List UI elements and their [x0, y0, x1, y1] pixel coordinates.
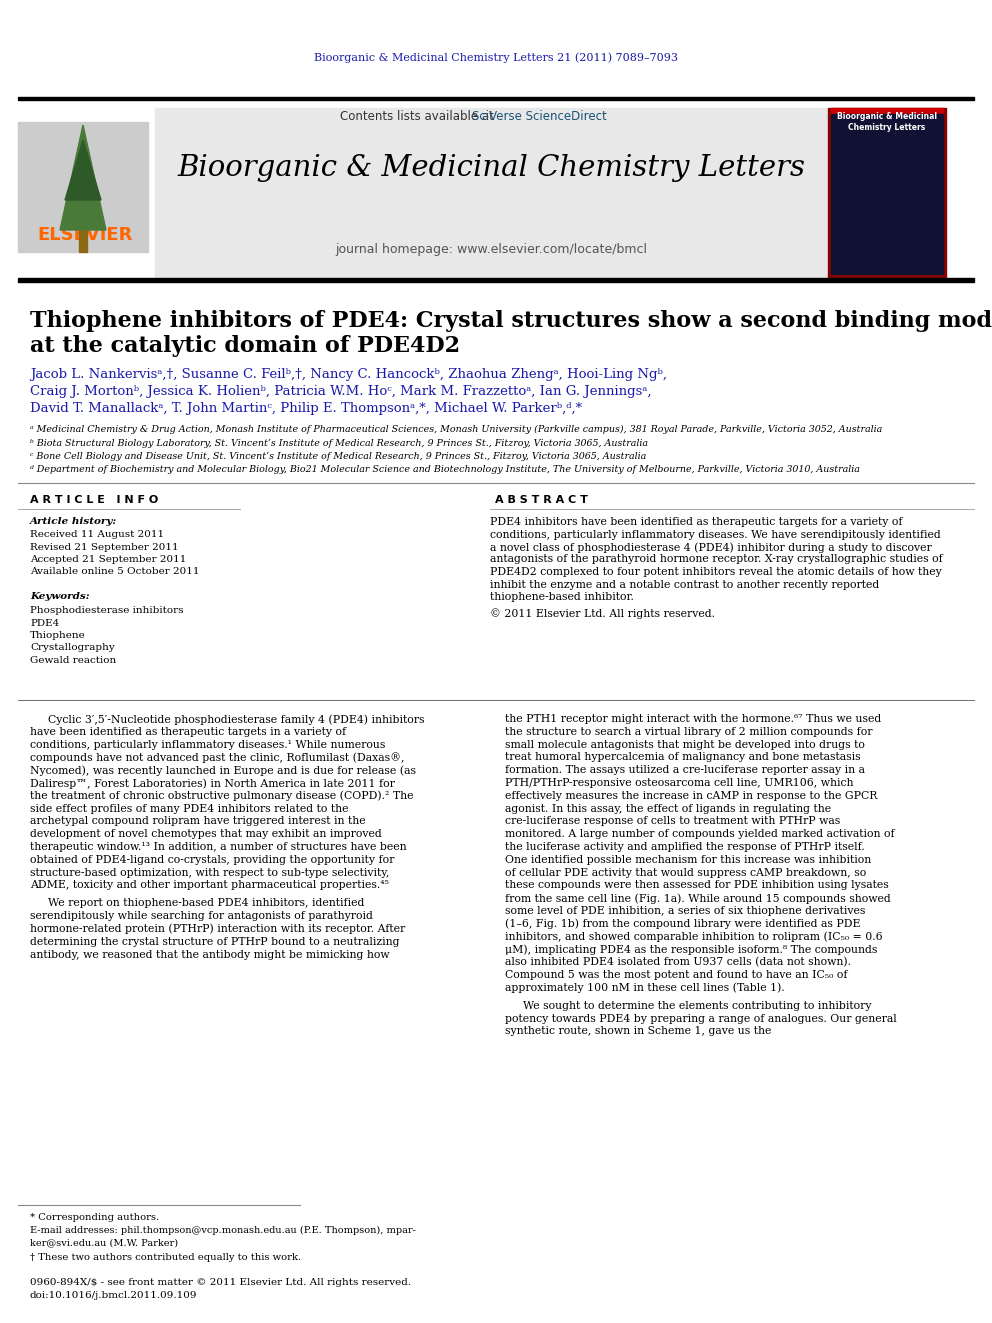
Text: journal homepage: www.elsevier.com/locate/bmcl: journal homepage: www.elsevier.com/locat… [335, 243, 647, 257]
Text: Jacob L. Nankervisᵃ,†, Susanne C. Feilᵇ,†, Nancy C. Hancockᵇ, Zhaohua Zhengᵃ, Ho: Jacob L. Nankervisᵃ,†, Susanne C. Feilᵇ,… [30, 368, 667, 381]
Text: of cellular PDE activity that would suppress cAMP breakdown, so: of cellular PDE activity that would supp… [505, 868, 866, 877]
Text: synthetic route, shown in Scheme 1, gave us the: synthetic route, shown in Scheme 1, gave… [505, 1027, 772, 1036]
Text: determining the crystal structure of PTHrP bound to a neutralizing: determining the crystal structure of PTH… [30, 937, 400, 947]
Bar [155, 108, 828, 278]
Text: structure-based optimization, with respect to sub-type selectivity,: structure-based optimization, with respe… [30, 868, 390, 877]
Text: (1–6, Fig. 1b) from the compound library were identified as PDE: (1–6, Fig. 1b) from the compound library… [505, 918, 860, 929]
Text: A R T I C L E   I N F O: A R T I C L E I N F O [30, 495, 159, 505]
Text: * Corresponding authors.: * Corresponding authors. [30, 1213, 159, 1222]
Text: David T. Manallackᵃ, T. John Martinᶜ, Philip E. Thompsonᵃ,*, Michael W. Parkerᵇ,: David T. Manallackᵃ, T. John Martinᶜ, Ph… [30, 402, 582, 415]
Text: Bioorganic & Medicinal Chemistry Letters 21 (2011) 7089–7093: Bioorganic & Medicinal Chemistry Letters… [314, 53, 678, 64]
Text: effectively measures the increase in cAMP in response to the GPCR: effectively measures the increase in cAM… [505, 791, 877, 800]
Text: Compound 5 was the most potent and found to have an IC₅₀ of: Compound 5 was the most potent and found… [505, 970, 847, 980]
Text: at the catalytic domain of PDE4D2: at the catalytic domain of PDE4D2 [30, 335, 460, 357]
Text: Cyclic 3′,5′-Nucleotide phosphodiesterase family 4 (PDE4) inhibitors: Cyclic 3′,5′-Nucleotide phosphodiesteras… [48, 714, 425, 725]
Text: the structure to search a virtual library of 2 million compounds for: the structure to search a virtual librar… [505, 726, 873, 737]
Text: some level of PDE inhibition, a series of six thiophene derivatives: some level of PDE inhibition, a series o… [505, 906, 865, 916]
Text: conditions, particularly inflammatory diseases. We have serendipitously identifi: conditions, particularly inflammatory di… [490, 529, 940, 540]
Text: Craig J. Mortonᵇ, Jessica K. Holienᵇ, Patricia W.M. Hoᶜ, Mark M. Frazzettoᵃ, Ian: Craig J. Mortonᵇ, Jessica K. Holienᵇ, Pa… [30, 385, 652, 398]
Text: ᵇ Biota Structural Biology Laboratory, St. Vincent’s Institute of Medical Resear: ᵇ Biota Structural Biology Laboratory, S… [30, 438, 648, 447]
Text: ᵃ Medicinal Chemistry & Drug Action, Monash Institute of Pharmaceutical Sciences: ᵃ Medicinal Chemistry & Drug Action, Mon… [30, 425, 882, 434]
Text: have been identified as therapeutic targets in a variety of: have been identified as therapeutic targ… [30, 726, 346, 737]
Text: formation. The assays utilized a cre-luciferase reporter assay in a: formation. The assays utilized a cre-luc… [505, 765, 865, 775]
Text: μM), implicating PDE4 as the responsible isoform.⁸ The compounds: μM), implicating PDE4 as the responsible… [505, 945, 877, 955]
Text: Keywords:: Keywords: [30, 591, 89, 601]
Text: PTH/PTHrP-responsive osteosarcoma cell line, UMR106, which: PTH/PTHrP-responsive osteosarcoma cell l… [505, 778, 853, 789]
Text: A B S T R A C T: A B S T R A C T [495, 495, 588, 505]
Bar [828, 108, 946, 278]
Text: Accepted 21 September 2011: Accepted 21 September 2011 [30, 556, 186, 564]
Text: potency towards PDE4 by preparing a range of analogues. Our general: potency towards PDE4 by preparing a rang… [505, 1013, 897, 1024]
Text: monitored. A large number of compounds yielded marked activation of: monitored. A large number of compounds y… [505, 830, 895, 839]
Text: conditions, particularly inflammatory diseases.¹ While numerous: conditions, particularly inflammatory di… [30, 740, 385, 750]
Text: Thiophene: Thiophene [30, 631, 85, 640]
Text: PDE4 inhibitors have been identified as therapeutic targets for a variety of: PDE4 inhibitors have been identified as … [490, 517, 903, 527]
Text: PDE4: PDE4 [30, 618, 60, 627]
Bar [831, 114, 943, 274]
Text: inhibitors, and showed comparable inhibition to rolipram (IC₅₀ = 0.6: inhibitors, and showed comparable inhibi… [505, 931, 883, 942]
Text: Daliresp™, Forest Laboratories) in North America in late 2011 for: Daliresp™, Forest Laboratories) in North… [30, 778, 395, 789]
Text: obtained of PDE4-ligand co-crystals, providing the opportunity for: obtained of PDE4-ligand co-crystals, pro… [30, 855, 395, 865]
Text: ker@svi.edu.au (M.W. Parker): ker@svi.edu.au (M.W. Parker) [30, 1238, 179, 1248]
Text: hormone-related protein (PTHrP) interaction with its receptor. After: hormone-related protein (PTHrP) interact… [30, 923, 406, 934]
Text: 0960-894X/$ - see front matter © 2011 Elsevier Ltd. All rights reserved.: 0960-894X/$ - see front matter © 2011 El… [30, 1278, 411, 1287]
Text: side effect profiles of many PDE4 inhibitors related to the: side effect profiles of many PDE4 inhibi… [30, 803, 348, 814]
Text: © 2011 Elsevier Ltd. All rights reserved.: © 2011 Elsevier Ltd. All rights reserved… [490, 609, 715, 619]
Text: archetypal compound rolipram have triggered interest in the: archetypal compound rolipram have trigge… [30, 816, 366, 827]
Text: from the same cell line (Fig. 1a). While around 15 compounds showed: from the same cell line (Fig. 1a). While… [505, 893, 891, 904]
Text: Gewald reaction: Gewald reaction [30, 656, 116, 665]
Text: the PTH1 receptor might interact with the hormone.⁶⁷ Thus we used: the PTH1 receptor might interact with th… [505, 714, 881, 724]
Text: these compounds were then assessed for PDE inhibition using lysates: these compounds were then assessed for P… [505, 880, 889, 890]
Text: We report on thiophene-based PDE4 inhibitors, identified: We report on thiophene-based PDE4 inhibi… [48, 898, 364, 909]
Text: Thiophene inhibitors of PDE4: Crystal structures show a second binding mode: Thiophene inhibitors of PDE4: Crystal st… [30, 310, 992, 332]
Text: Article history:: Article history: [30, 517, 117, 527]
Text: doi:10.1016/j.bmcl.2011.09.109: doi:10.1016/j.bmcl.2011.09.109 [30, 1291, 197, 1301]
Bar [79, 228, 87, 251]
Text: SciVerse ScienceDirect: SciVerse ScienceDirect [471, 110, 606, 123]
Text: therapeutic window.¹³ In addition, a number of structures have been: therapeutic window.¹³ In addition, a num… [30, 841, 407, 852]
Bar [831, 108, 943, 114]
Text: inhibit the enzyme and a notable contrast to another recently reported: inhibit the enzyme and a notable contras… [490, 579, 879, 590]
Text: serendipitously while searching for antagonists of parathyroid: serendipitously while searching for anta… [30, 912, 373, 921]
Text: small molecule antagonists that might be developed into drugs to: small molecule antagonists that might be… [505, 740, 865, 750]
Text: Crystallography: Crystallography [30, 643, 115, 652]
Text: ELSEVIER: ELSEVIER [38, 226, 133, 243]
Text: a novel class of phosphodiesterase 4 (PDE4) inhibitor during a study to discover: a novel class of phosphodiesterase 4 (PD… [490, 542, 931, 553]
Bar [18, 97, 974, 101]
Text: compounds have not advanced past the clinic, Roflumilast (Daxas®,: compounds have not advanced past the cli… [30, 753, 405, 763]
Text: † These two authors contributed equally to this work.: † These two authors contributed equally … [30, 1253, 302, 1262]
Bar [18, 122, 148, 251]
Text: Contents lists available at: Contents lists available at [340, 110, 498, 123]
Text: antagonists of the parathyroid hormone receptor. X-ray crystallographic studies : antagonists of the parathyroid hormone r… [490, 554, 942, 565]
Text: cre-luciferase response of cells to treatment with PTHrP was: cre-luciferase response of cells to trea… [505, 816, 840, 827]
Text: We sought to determine the elements contributing to inhibitory: We sought to determine the elements cont… [523, 1000, 872, 1011]
Text: Bioorganic & Medicinal Chemistry Letters: Bioorganic & Medicinal Chemistry Letters [177, 153, 805, 183]
Text: Received 11 August 2011: Received 11 August 2011 [30, 531, 164, 538]
Text: E-mail addresses: phil.thompson@vcp.monash.edu.au (P.E. Thompson), mpar-: E-mail addresses: phil.thompson@vcp.mona… [30, 1226, 416, 1236]
Text: ᵈ Department of Biochemistry and Molecular Biology, Bio21 Molecular Science and : ᵈ Department of Biochemistry and Molecul… [30, 466, 860, 475]
Text: the luciferase activity and amplified the response of PTHrP itself.: the luciferase activity and amplified th… [505, 841, 865, 852]
Bar [18, 278, 974, 282]
Text: antibody, we reasoned that the antibody might be mimicking how: antibody, we reasoned that the antibody … [30, 950, 390, 959]
Text: Revised 21 September 2011: Revised 21 September 2011 [30, 542, 179, 552]
Text: Bioorganic & Medicinal
Chemistry Letters: Bioorganic & Medicinal Chemistry Letters [837, 112, 937, 132]
Text: development of novel chemotypes that may exhibit an improved: development of novel chemotypes that may… [30, 830, 382, 839]
Text: PDE4D2 complexed to four potent inhibitors reveal the atomic details of how they: PDE4D2 complexed to four potent inhibito… [490, 568, 941, 577]
Text: ADME, toxicity and other important pharmaceutical properties.⁴⁵: ADME, toxicity and other important pharm… [30, 880, 389, 890]
Text: Nycomed), was recently launched in Europe and is due for release (as: Nycomed), was recently launched in Europ… [30, 765, 416, 775]
Text: Phosphodiesterase inhibitors: Phosphodiesterase inhibitors [30, 606, 184, 615]
Text: One identified possible mechanism for this increase was inhibition: One identified possible mechanism for th… [505, 855, 871, 865]
Text: Available online 5 October 2011: Available online 5 October 2011 [30, 568, 199, 577]
Text: treat humoral hypercalcemia of malignancy and bone metastasis: treat humoral hypercalcemia of malignanc… [505, 753, 861, 762]
Polygon shape [60, 124, 106, 230]
Text: the treatment of chronic obstructive pulmonary disease (COPD).² The: the treatment of chronic obstructive pul… [30, 791, 414, 802]
Text: agonist. In this assay, the effect of ligands in regulating the: agonist. In this assay, the effect of li… [505, 803, 831, 814]
Polygon shape [65, 140, 101, 200]
Text: approximately 100 nM in these cell lines (Table 1).: approximately 100 nM in these cell lines… [505, 983, 785, 994]
Text: also inhibited PDE4 isolated from U937 cells (data not shown).: also inhibited PDE4 isolated from U937 c… [505, 958, 851, 967]
Text: ᶜ Bone Cell Biology and Disease Unit, St. Vincent’s Institute of Medical Researc: ᶜ Bone Cell Biology and Disease Unit, St… [30, 452, 646, 460]
Text: thiophene-based inhibitor.: thiophene-based inhibitor. [490, 591, 634, 602]
